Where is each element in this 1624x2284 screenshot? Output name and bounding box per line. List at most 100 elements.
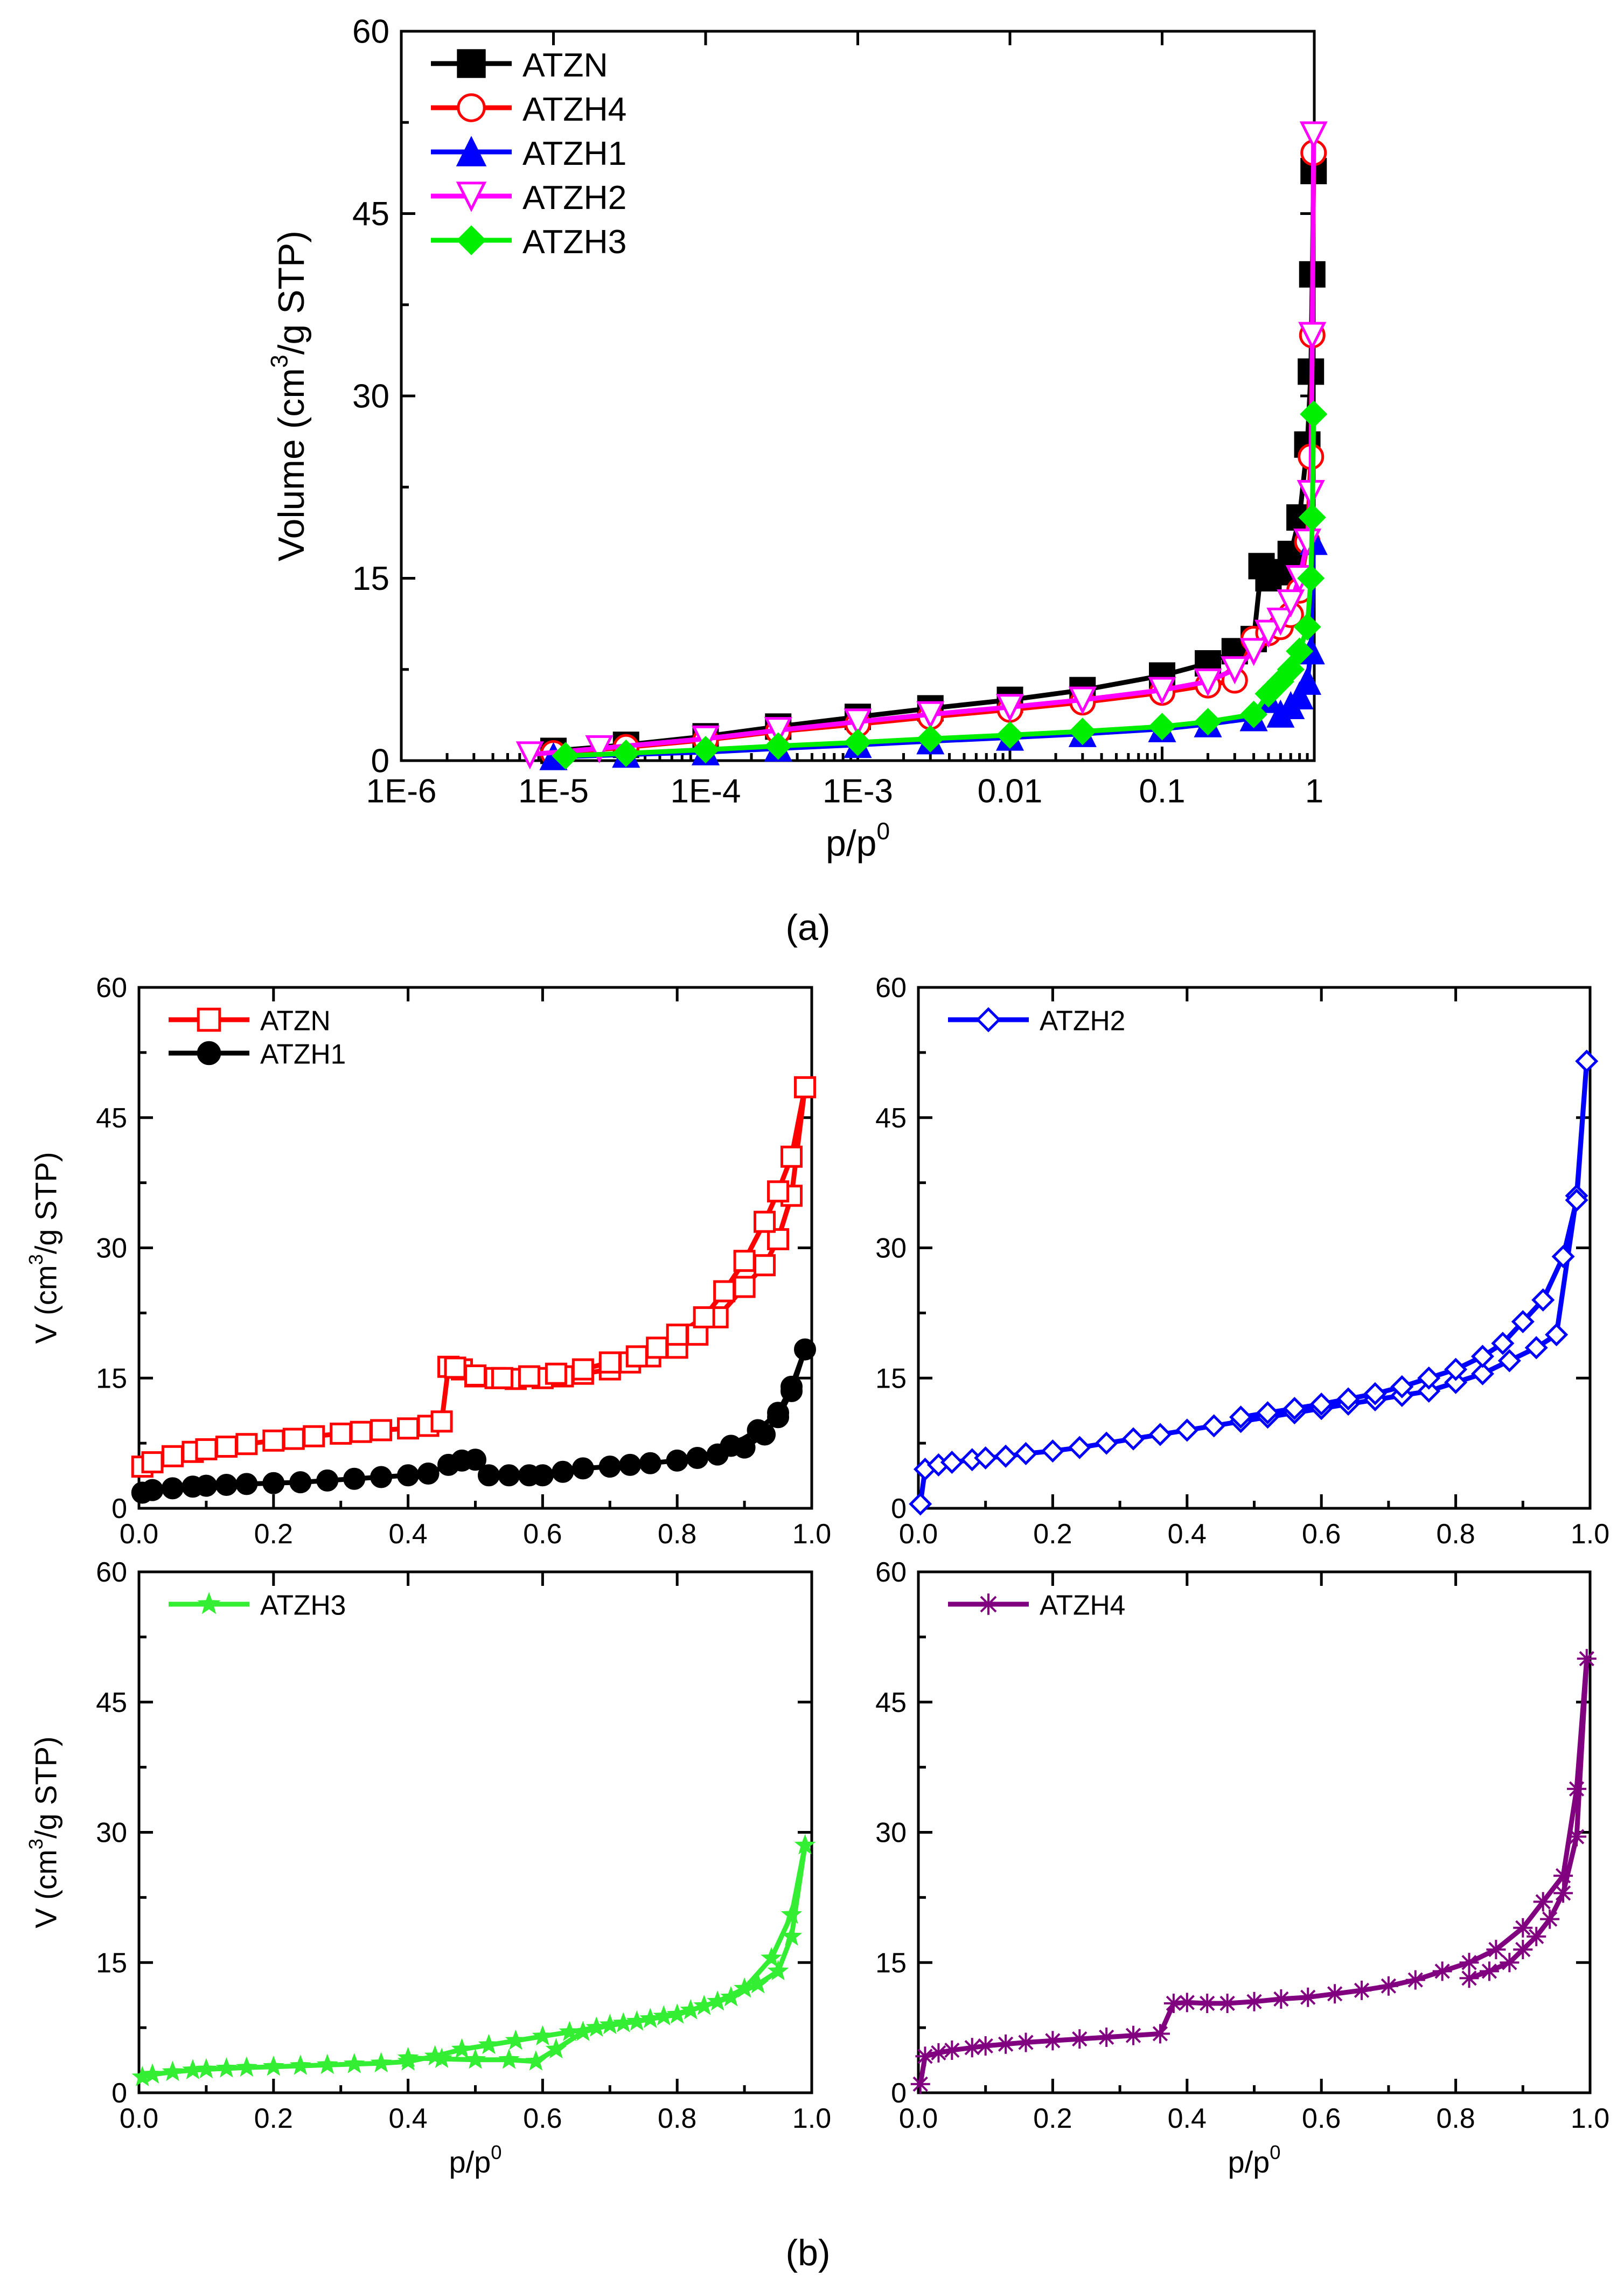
y-tick-label: 30 bbox=[96, 1818, 127, 1849]
data-point-stroke bbox=[1152, 2026, 1168, 2042]
data-point bbox=[915, 2046, 935, 2066]
data-point-stroke bbox=[1481, 1963, 1497, 1979]
plot-frame bbox=[917, 986, 1592, 1510]
data-point bbox=[754, 1254, 776, 1277]
data-point bbox=[586, 2016, 608, 2037]
data-point bbox=[764, 732, 792, 760]
data-point bbox=[794, 1338, 817, 1361]
legend-label: ATZH4 bbox=[522, 90, 626, 128]
data-point bbox=[1491, 1332, 1515, 1355]
data-point bbox=[451, 2038, 473, 2059]
data-point bbox=[182, 2059, 204, 2080]
series-line-atzh2 bbox=[918, 1059, 1590, 1507]
data-point bbox=[734, 1977, 755, 1998]
data-point bbox=[1041, 1439, 1064, 1463]
data-point bbox=[844, 708, 872, 737]
data-point bbox=[764, 717, 792, 746]
data-point bbox=[262, 1472, 285, 1494]
caption-a: (a) bbox=[785, 907, 830, 948]
data-point bbox=[1124, 2025, 1144, 2045]
data-point bbox=[330, 1422, 352, 1445]
data-point bbox=[1069, 718, 1097, 746]
data-point bbox=[1286, 637, 1314, 665]
data-point bbox=[1300, 400, 1328, 428]
data-point bbox=[417, 1463, 440, 1485]
data-point bbox=[1163, 1993, 1183, 2013]
data-point bbox=[397, 1464, 420, 1487]
data-point bbox=[1363, 1382, 1387, 1405]
data-point bbox=[1513, 1918, 1533, 1938]
data-point-stroke bbox=[1300, 1989, 1316, 2005]
y-tick-label: 30 bbox=[875, 1818, 907, 1849]
data-point bbox=[397, 2046, 419, 2067]
data-point bbox=[942, 2041, 962, 2060]
data-point-stroke bbox=[1273, 1991, 1289, 2007]
legend-item-atzh2: ATZH2 bbox=[431, 179, 626, 217]
data-point-stroke bbox=[1018, 2035, 1034, 2050]
data-point bbox=[1254, 619, 1283, 648]
legend-label: ATZN bbox=[522, 46, 608, 84]
data-point bbox=[343, 2052, 365, 2073]
data-point bbox=[464, 1449, 486, 1471]
data-point-stroke bbox=[1569, 1829, 1585, 1844]
data-point bbox=[1336, 1387, 1360, 1411]
data-point-stroke bbox=[1125, 2028, 1141, 2043]
data-point bbox=[646, 1336, 668, 1359]
data-point bbox=[464, 1364, 486, 1387]
data-point bbox=[1479, 1961, 1499, 1981]
data-point bbox=[303, 1425, 325, 1447]
data-point bbox=[370, 2052, 392, 2073]
data-point bbox=[720, 1986, 742, 2007]
data-point bbox=[599, 2014, 621, 2035]
data-point bbox=[282, 1428, 305, 1450]
data-point bbox=[1513, 1940, 1533, 1960]
data-point bbox=[161, 1477, 184, 1500]
data-point bbox=[571, 1457, 594, 1480]
x-tick-label: 0.2 bbox=[254, 1519, 293, 1550]
data-point-stroke bbox=[912, 2076, 928, 2092]
data-point bbox=[456, 225, 486, 255]
data-point bbox=[456, 136, 487, 166]
data-point bbox=[780, 1925, 803, 1946]
data-point bbox=[1068, 686, 1097, 715]
data-point-stroke bbox=[1461, 1955, 1477, 1970]
data-point bbox=[1298, 322, 1327, 350]
data-point bbox=[289, 1471, 312, 1494]
legend-label: ATZH1 bbox=[260, 1039, 346, 1070]
data-point bbox=[1068, 1436, 1091, 1459]
data-point bbox=[316, 2053, 338, 2074]
series-line-atzh3 bbox=[140, 1843, 807, 2080]
data-point bbox=[235, 2056, 257, 2077]
y-axis-label: V (cm3/g STP) bbox=[25, 1152, 62, 1343]
data-point bbox=[1417, 1366, 1441, 1390]
data-point bbox=[1497, 1349, 1521, 1373]
data-point bbox=[1271, 1989, 1291, 2009]
data-point bbox=[1266, 607, 1295, 636]
data-point-stroke bbox=[1555, 1885, 1571, 1901]
data-point bbox=[196, 2058, 217, 2079]
data-point bbox=[571, 1358, 594, 1381]
y-tick-label: 45 bbox=[875, 1103, 907, 1134]
legend-item-atzn: ATZN bbox=[169, 1005, 331, 1036]
data-point bbox=[940, 1451, 964, 1474]
data-point-stroke bbox=[1179, 1995, 1195, 2010]
series-atzh2 bbox=[515, 121, 1328, 770]
data-point bbox=[1551, 1245, 1575, 1269]
data-point bbox=[733, 1250, 756, 1272]
y-tick-label: 30 bbox=[875, 1233, 907, 1264]
data-point bbox=[733, 1276, 756, 1298]
data-point bbox=[1297, 564, 1325, 593]
data-point-stroke bbox=[1407, 1972, 1423, 1988]
data-point bbox=[532, 2025, 554, 2046]
data-point bbox=[767, 1402, 790, 1424]
data-point bbox=[350, 1420, 372, 1443]
data-point bbox=[747, 1419, 769, 1442]
data-point bbox=[1553, 1883, 1573, 1903]
data-point bbox=[1486, 1940, 1506, 1960]
y-tick-label: 30 bbox=[352, 378, 389, 415]
data-point bbox=[1378, 1976, 1398, 1996]
data-point-stroke bbox=[1515, 1941, 1531, 1958]
data-point bbox=[1217, 1993, 1237, 2013]
y-tick-label: 0 bbox=[891, 1493, 907, 1524]
